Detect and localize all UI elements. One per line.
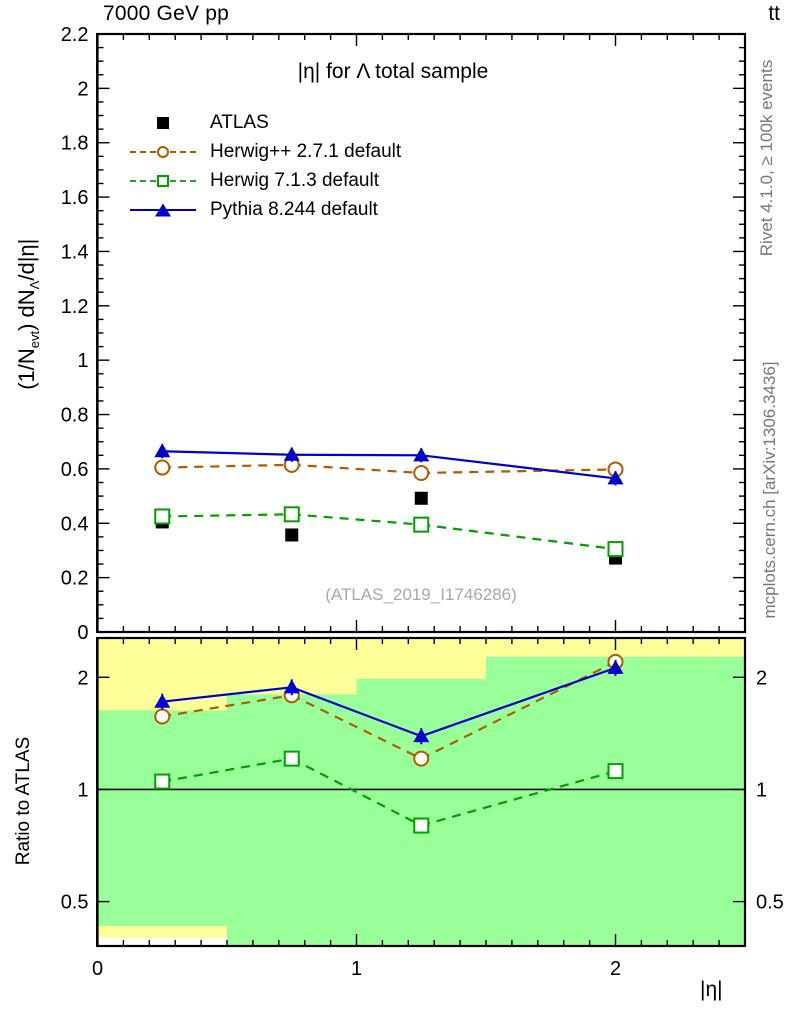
page-title: |η| for Λ total sample (297, 60, 489, 83)
data-marker-open-square (607, 541, 624, 558)
y-axis-tick-label: 0.6 (61, 459, 89, 481)
legend-key-herwigpp (130, 142, 196, 162)
data-marker-open-circle (154, 708, 171, 725)
legend-key-herwig7 (130, 171, 196, 191)
legend-item-herwigpp[interactable]: Herwig++ 2.7.1 default (130, 137, 401, 166)
series-line (291, 513, 422, 526)
ratio-series-line (291, 686, 422, 738)
data-marker-open-square (283, 506, 300, 523)
x-axis-tick-label: 0 (92, 958, 103, 980)
main-plot-panel (96, 33, 746, 633)
series-line (162, 450, 292, 456)
data-marker-filled-triangle (154, 443, 171, 458)
ratio-y-axis-tick-label: 1 (77, 779, 88, 801)
main-panel-frame (96, 32, 747, 634)
y-axis-tick-label: 1.6 (61, 187, 89, 209)
data-marker-filled-triangle (154, 693, 171, 708)
legend-label: Herwig 7.1.3 default (210, 169, 379, 191)
series-line (421, 454, 616, 480)
beam-energy-label: 7000 GeV pp (103, 2, 229, 25)
data-marker-filled-triangle (413, 447, 430, 462)
ratio-series-line (162, 686, 292, 703)
data-marker-open-circle (154, 459, 171, 476)
series-line (291, 453, 422, 457)
data-marker-open-square (413, 516, 430, 533)
y-axis-tick-label: 0.2 (61, 568, 89, 590)
data-marker-filled-triangle (607, 659, 624, 674)
series-line (291, 463, 422, 475)
ratio-y-axis-tick-label: 0.5 (61, 892, 89, 914)
data-marker-filled-triangle (283, 446, 300, 461)
ratio-y-axis-tick-label-right: 1 (756, 779, 767, 801)
legend-label: Herwig++ 2.7.1 default (210, 140, 402, 162)
y-axis-tick-label: 1 (77, 350, 88, 372)
ratio-series-line (420, 660, 616, 760)
legend-item-pythia[interactable]: Pythia 8.244 default (130, 195, 401, 224)
x-axis-tick-label: 1 (351, 958, 362, 980)
series-line (162, 463, 292, 469)
legend-label: ATLAS (210, 111, 269, 133)
data-marker-open-square (154, 773, 171, 790)
series-line (162, 513, 292, 518)
x-axis-tick-label: 2 (610, 958, 621, 980)
data-marker-filled-triangle (283, 679, 300, 694)
open-square-icon (157, 174, 169, 187)
legend-key-pythia (130, 200, 196, 220)
ratio-y-axis-tick-label-right: 2 (756, 667, 767, 689)
ratio-inner-band (356, 678, 486, 946)
data-marker-filled-triangle (607, 470, 624, 485)
y-axis-tick-label: 2 (77, 78, 88, 100)
legend-item-herwig7[interactable]: Herwig 7.1.3 default (130, 166, 401, 195)
ratio-series-line (291, 694, 422, 760)
y-axis-tick-label: 1.8 (61, 133, 89, 155)
data-marker-open-circle (413, 464, 430, 481)
data-marker-filled-triangle (413, 728, 430, 743)
y-axis-tick-label: 1.2 (61, 296, 89, 318)
filled-square-icon (157, 116, 169, 129)
ratio-inner-band (97, 710, 227, 927)
ratio-panel-frame (96, 636, 747, 948)
data-marker-open-square (283, 750, 300, 767)
data-marker-open-square (154, 508, 171, 525)
legend: ATLAS Herwig++ 2.7.1 default Herwig 7.1.… (130, 108, 401, 224)
legend-label: Pythia 8.244 default (210, 198, 378, 220)
y-axis-tick-label: 0 (77, 622, 88, 644)
y-axis-tick-label: 0.8 (61, 405, 89, 427)
data-marker-filled-square (285, 528, 299, 542)
ratio-series-line (162, 694, 292, 718)
ratio-y-axis-tick-label-right: 0.5 (756, 892, 784, 914)
ratio-series-line (420, 770, 616, 827)
ratio-y-axis-tick-label: 2 (77, 667, 88, 689)
y-axis-tick-label: 2.2 (61, 24, 89, 46)
series-line (421, 468, 616, 475)
ratio-inner-band (227, 694, 357, 946)
legend-key-atlas (130, 113, 196, 133)
analysis-watermark: (ATLAS_2019_I1746286) (325, 585, 517, 604)
data-marker-open-circle (413, 750, 430, 767)
ratio-series-line (162, 757, 292, 783)
data-marker-filled-square (414, 491, 428, 505)
ratio-series-line (291, 757, 422, 827)
x-axis-title: |η| (700, 978, 723, 1001)
ratio-series-line (420, 666, 616, 738)
data-marker-open-square (607, 763, 624, 780)
legend-item-atlas[interactable]: ATLAS (130, 108, 401, 137)
series-line (421, 523, 616, 551)
filled-triangle-icon (155, 203, 171, 216)
y-axis-tick-label: 1.4 (61, 241, 89, 263)
y-axis-tick-label: 0.4 (61, 513, 89, 535)
open-circle-icon (157, 145, 169, 158)
data-marker-open-square (413, 817, 430, 834)
